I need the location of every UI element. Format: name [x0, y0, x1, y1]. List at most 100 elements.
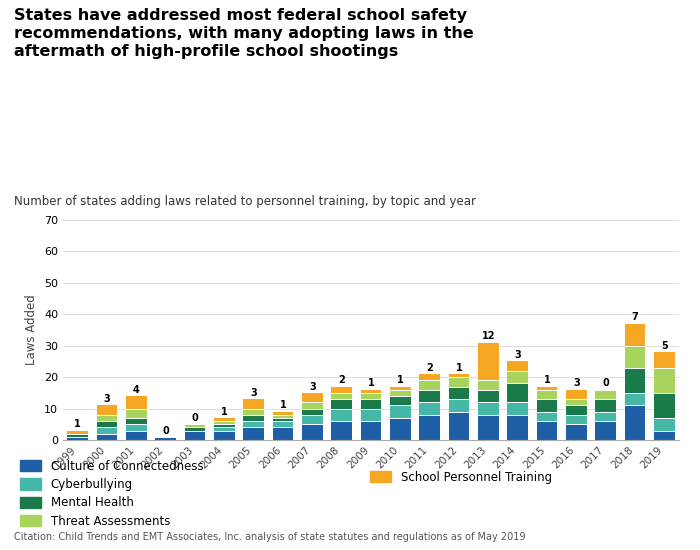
Text: States have addressed most federal school safety
recommendations, with many adop: States have addressed most federal schoo…: [14, 8, 474, 59]
Bar: [390, 418, 411, 440]
Bar: [419, 415, 440, 440]
Bar: [419, 402, 440, 415]
Bar: [331, 409, 352, 421]
Bar: [449, 387, 469, 399]
Bar: [360, 390, 382, 393]
Bar: [273, 421, 293, 427]
Bar: [97, 405, 118, 415]
Text: 12: 12: [482, 331, 495, 342]
Bar: [214, 431, 234, 440]
Text: Number of states adding laws related to personnel training, by topic and year: Number of states adding laws related to …: [14, 195, 476, 208]
Bar: [654, 431, 675, 440]
Bar: [244, 427, 264, 440]
Text: 1: 1: [456, 363, 463, 373]
Bar: [419, 390, 440, 402]
Bar: [596, 390, 616, 399]
Text: 3: 3: [104, 394, 111, 404]
Bar: [449, 399, 469, 412]
Bar: [390, 405, 411, 418]
Bar: [302, 402, 323, 409]
Text: 0: 0: [602, 378, 609, 388]
Bar: [508, 402, 528, 415]
Bar: [537, 412, 557, 421]
Bar: [566, 415, 587, 424]
Bar: [360, 393, 382, 399]
Bar: [419, 380, 440, 390]
Bar: [508, 371, 528, 383]
Y-axis label: Laws Added: Laws Added: [25, 295, 38, 365]
Bar: [566, 399, 587, 405]
Bar: [508, 361, 528, 371]
Bar: [126, 424, 146, 431]
Bar: [566, 405, 587, 415]
Bar: [508, 383, 528, 402]
Text: 1: 1: [279, 400, 286, 410]
Bar: [67, 434, 88, 437]
Bar: [126, 418, 146, 424]
Bar: [155, 437, 176, 440]
Legend: Culture of Connectedness, Cyberbullying, Mental Health, Threat Assessments: Culture of Connectedness, Cyberbullying,…: [20, 460, 203, 527]
Bar: [624, 346, 645, 368]
Bar: [214, 424, 234, 427]
Bar: [273, 427, 293, 440]
Text: 2: 2: [426, 363, 433, 373]
Text: 3: 3: [251, 388, 257, 398]
Text: 4: 4: [133, 385, 140, 395]
Bar: [97, 434, 118, 440]
Bar: [624, 368, 645, 393]
Bar: [654, 352, 675, 368]
Bar: [185, 424, 205, 427]
Bar: [126, 431, 146, 440]
Text: 3: 3: [514, 350, 521, 360]
Bar: [537, 390, 557, 399]
Bar: [244, 409, 264, 415]
Bar: [478, 402, 498, 415]
Bar: [390, 390, 411, 396]
Text: 5: 5: [661, 341, 668, 351]
Bar: [302, 415, 323, 424]
Bar: [97, 421, 118, 427]
Bar: [449, 374, 469, 377]
Bar: [97, 427, 118, 434]
Bar: [596, 421, 616, 440]
Bar: [478, 415, 498, 440]
Bar: [654, 393, 675, 418]
Bar: [273, 412, 293, 415]
Bar: [624, 324, 645, 346]
Text: 7: 7: [631, 312, 638, 322]
Bar: [302, 393, 323, 402]
Bar: [654, 368, 675, 393]
Bar: [360, 409, 382, 421]
Bar: [331, 393, 352, 399]
Bar: [126, 396, 146, 409]
Bar: [244, 415, 264, 421]
Bar: [596, 412, 616, 421]
Bar: [566, 390, 587, 399]
Text: 3: 3: [309, 382, 316, 392]
Bar: [478, 380, 498, 390]
Bar: [97, 415, 118, 421]
Bar: [302, 424, 323, 440]
Text: 2: 2: [338, 375, 345, 386]
Bar: [214, 418, 234, 421]
Text: 1: 1: [368, 378, 374, 388]
Bar: [566, 424, 587, 440]
Text: 1: 1: [221, 407, 228, 417]
Bar: [331, 421, 352, 440]
Bar: [537, 399, 557, 412]
Bar: [390, 396, 411, 405]
Text: Citation: Child Trends and EMT Associates, Inc. analysis of state statutes and r: Citation: Child Trends and EMT Associate…: [14, 532, 526, 542]
Bar: [273, 415, 293, 418]
Bar: [360, 421, 382, 440]
Text: 0: 0: [162, 426, 169, 436]
Bar: [331, 387, 352, 393]
Bar: [67, 437, 88, 440]
Bar: [185, 431, 205, 440]
Bar: [449, 412, 469, 440]
Legend: School Personnel Training: School Personnel Training: [370, 471, 552, 483]
Text: 1: 1: [74, 419, 81, 430]
Text: 1: 1: [544, 375, 550, 386]
Bar: [508, 415, 528, 440]
Bar: [478, 390, 498, 402]
Bar: [244, 421, 264, 427]
